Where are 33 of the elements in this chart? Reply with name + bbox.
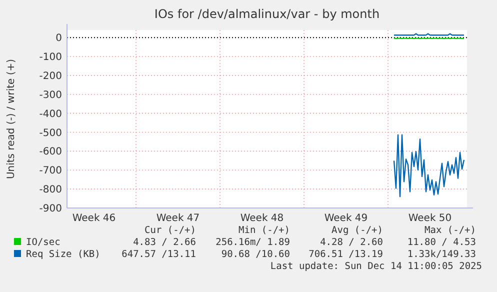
text: 1.33k/149.33 <box>407 249 476 260</box>
x-tick-label: Week 49 <box>324 213 368 224</box>
line-series <box>393 134 465 198</box>
y-tick-label: -400 <box>39 108 62 120</box>
text: 647.57 /13.11 <box>122 249 196 260</box>
text: Last update: Sun Dec 14 11:00:05 2025 <box>270 261 482 272</box>
y-tick-label: -700 <box>39 166 62 177</box>
legend-label: IO/sec <box>26 237 60 248</box>
text: Min (-/+) <box>238 225 290 236</box>
text: 256.16m/ 1.89 <box>216 237 290 248</box>
x-tick-label: Week 46 <box>72 213 116 224</box>
text: 706.51 /13.19 <box>308 249 384 260</box>
text: 4.28 / 2.60 <box>320 237 384 248</box>
y-tick-label: -900 <box>39 204 62 214</box>
y-tick-label: -200 <box>39 70 62 82</box>
x-tick-label: Week 47 <box>156 213 200 224</box>
y-axis-title: Units read (-) / write (+) <box>6 58 17 180</box>
y-tick-label: -600 <box>39 146 62 158</box>
y-tick-label: 0 <box>56 33 62 44</box>
y-tick-label: -800 <box>39 184 62 196</box>
y-tick-label: -500 <box>39 128 62 139</box>
x-tick-label: Week 48 <box>240 213 284 224</box>
chart-title: IOs for /dev/almalinux/var - by month <box>154 7 380 21</box>
text: Avg (-/+) <box>332 225 383 236</box>
text: Max (-/+) <box>424 225 476 236</box>
y-tick-label: -100 <box>39 52 62 64</box>
text: 90.68 /10.60 <box>221 249 290 260</box>
text: Cur (-/+) <box>144 225 196 236</box>
x-tick-label: Week 50 <box>408 213 452 224</box>
text: 4.83 / 2.66 <box>133 237 196 248</box>
text: 11.80 / 4.53 <box>407 237 476 248</box>
legend-label: Req Size (KB) <box>26 249 100 260</box>
y-tick-label: -300 <box>39 90 62 101</box>
